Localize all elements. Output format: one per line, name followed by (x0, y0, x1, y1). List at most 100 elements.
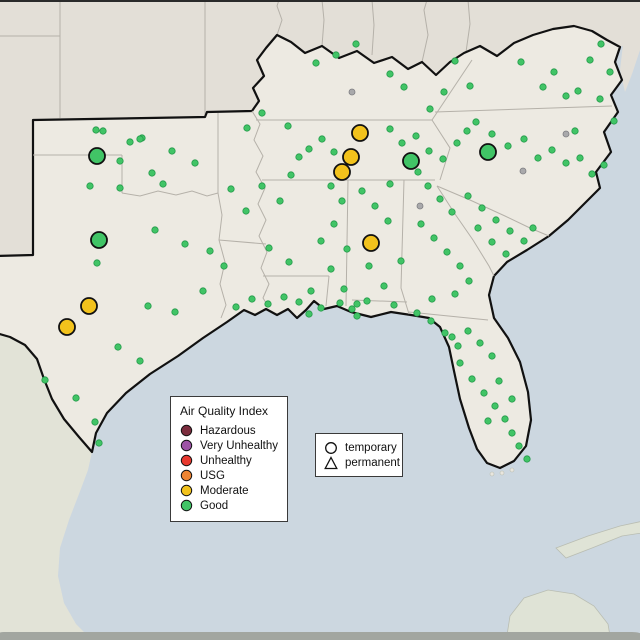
good-station-marker[interactable] (390, 301, 398, 309)
good-station-marker[interactable] (181, 240, 189, 248)
good-station-marker[interactable] (317, 237, 325, 245)
good-station-marker[interactable] (191, 159, 199, 167)
good-station-marker[interactable] (265, 244, 273, 252)
good-station-marker[interactable] (480, 389, 488, 397)
good-station-marker[interactable] (91, 418, 99, 426)
good-station-marker[interactable] (258, 109, 266, 117)
good-station-marker[interactable] (99, 127, 107, 135)
good-station-marker[interactable] (451, 290, 459, 298)
inactive-station-marker[interactable] (519, 167, 527, 175)
good-station-marker[interactable] (508, 429, 516, 437)
good-station-marker[interactable] (495, 377, 503, 385)
good-station-marker[interactable] (295, 298, 303, 306)
good-station-marker[interactable] (425, 147, 433, 155)
good-station-marker[interactable] (159, 180, 167, 188)
good-station-marker[interactable] (400, 83, 408, 91)
good-station-marker[interactable] (574, 87, 582, 95)
good-station-marker[interactable] (468, 375, 476, 383)
good-station-marker[interactable] (332, 51, 340, 59)
good-station-marker[interactable] (232, 303, 240, 311)
moderate-temporary-station-marker[interactable] (342, 148, 360, 166)
good-station-marker[interactable] (243, 124, 251, 132)
good-station-marker[interactable] (199, 287, 207, 295)
good-station-marker[interactable] (453, 139, 461, 147)
good-station-marker[interactable] (515, 442, 523, 450)
good-station-marker[interactable] (330, 148, 338, 156)
good-station-marker[interactable] (491, 402, 499, 410)
good-station-marker[interactable] (451, 57, 459, 65)
good-station-marker[interactable] (285, 258, 293, 266)
good-station-marker[interactable] (508, 395, 516, 403)
good-station-marker[interactable] (436, 195, 444, 203)
good-station-marker[interactable] (606, 68, 614, 76)
good-station-marker[interactable] (596, 95, 604, 103)
inactive-station-marker[interactable] (416, 202, 424, 210)
good-station-marker[interactable] (287, 171, 295, 179)
good-station-marker[interactable] (492, 216, 500, 224)
good-station-marker[interactable] (506, 227, 514, 235)
good-station-marker[interactable] (114, 343, 122, 351)
good-station-marker[interactable] (588, 170, 596, 178)
good-station-marker[interactable] (600, 161, 608, 169)
good-station-marker[interactable] (439, 155, 447, 163)
good-station-marker[interactable] (488, 238, 496, 246)
good-station-marker[interactable] (126, 138, 134, 146)
good-station-marker[interactable] (424, 182, 432, 190)
good-station-marker[interactable] (41, 376, 49, 384)
good-station-marker[interactable] (151, 226, 159, 234)
good-station-marker[interactable] (171, 308, 179, 316)
good-station-marker[interactable] (318, 135, 326, 143)
good-station-marker[interactable] (340, 285, 348, 293)
good-station-marker[interactable] (227, 185, 235, 193)
good-station-marker[interactable] (384, 217, 392, 225)
good-station-marker[interactable] (363, 297, 371, 305)
good-station-marker[interactable] (397, 257, 405, 265)
good-station-marker[interactable] (476, 339, 484, 347)
good-station-marker[interactable] (597, 40, 605, 48)
good-station-marker[interactable] (386, 70, 394, 78)
good-station-marker[interactable] (417, 220, 425, 228)
good-station-marker[interactable] (86, 182, 94, 190)
good-station-marker[interactable] (276, 197, 284, 205)
moderate-temporary-station-marker[interactable] (58, 318, 76, 336)
good-station-marker[interactable] (426, 105, 434, 113)
good-station-marker[interactable] (264, 300, 272, 308)
good-station-marker[interactable] (571, 127, 579, 135)
good-station-marker[interactable] (488, 352, 496, 360)
good-station-marker[interactable] (548, 146, 556, 154)
good-station-marker[interactable] (144, 302, 152, 310)
good-station-marker[interactable] (448, 333, 456, 341)
good-station-marker[interactable] (550, 68, 558, 76)
good-station-marker[interactable] (248, 295, 256, 303)
good-station-marker[interactable] (414, 168, 422, 176)
good-station-marker[interactable] (317, 304, 325, 312)
good-station-marker[interactable] (586, 56, 594, 64)
good-station-marker[interactable] (242, 207, 250, 215)
moderate-temporary-station-marker[interactable] (333, 163, 351, 181)
good-station-marker[interactable] (472, 118, 480, 126)
good-station-marker[interactable] (206, 247, 214, 255)
good-station-marker[interactable] (168, 147, 176, 155)
good-temporary-station-marker[interactable] (479, 143, 497, 161)
good-station-marker[interactable] (504, 142, 512, 150)
good-station-marker[interactable] (398, 139, 406, 147)
good-station-marker[interactable] (365, 262, 373, 270)
good-station-marker[interactable] (454, 342, 462, 350)
good-station-marker[interactable] (441, 329, 449, 337)
good-station-marker[interactable] (348, 305, 356, 313)
good-station-marker[interactable] (305, 310, 313, 318)
good-station-marker[interactable] (136, 135, 144, 143)
good-station-marker[interactable] (116, 184, 124, 192)
good-temporary-station-marker[interactable] (88, 147, 106, 165)
good-station-marker[interactable] (280, 293, 288, 301)
good-station-marker[interactable] (430, 234, 438, 242)
good-station-marker[interactable] (534, 154, 542, 162)
good-station-marker[interactable] (474, 224, 482, 232)
good-station-marker[interactable] (488, 130, 496, 138)
good-station-marker[interactable] (466, 82, 474, 90)
good-station-marker[interactable] (295, 153, 303, 161)
good-station-marker[interactable] (501, 415, 509, 423)
good-station-marker[interactable] (93, 259, 101, 267)
good-station-marker[interactable] (312, 59, 320, 67)
good-temporary-station-marker[interactable] (402, 152, 420, 170)
